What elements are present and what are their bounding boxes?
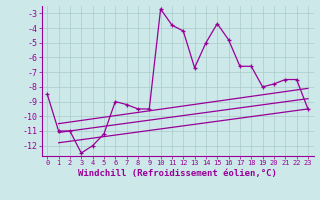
X-axis label: Windchill (Refroidissement éolien,°C): Windchill (Refroidissement éolien,°C) xyxy=(78,169,277,178)
